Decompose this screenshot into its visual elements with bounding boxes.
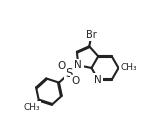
Text: CH₃: CH₃ [120,63,137,72]
Text: Br: Br [86,30,97,40]
Text: N: N [94,75,102,85]
Text: S: S [65,67,72,80]
Text: O: O [58,61,66,72]
Text: O: O [71,76,79,86]
Text: CH₃: CH₃ [23,103,40,112]
Text: N: N [74,60,82,70]
